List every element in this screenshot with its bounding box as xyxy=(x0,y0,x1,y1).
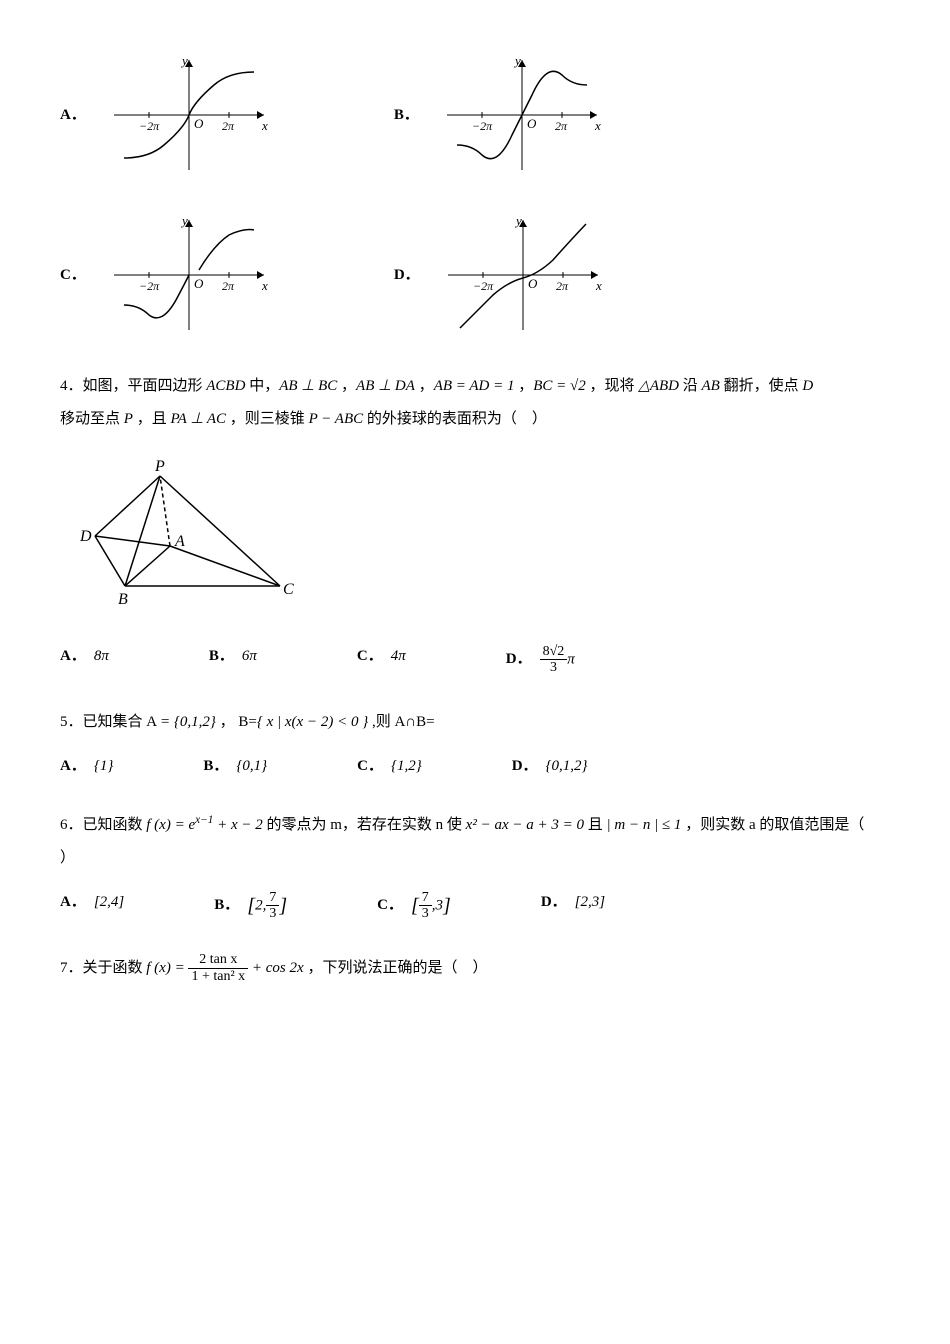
svg-text:y: y xyxy=(513,53,521,68)
graph-option-c: C． −2π 2π O y x xyxy=(60,210,274,340)
origin: O xyxy=(194,116,204,131)
q4-option-c: C．4π xyxy=(357,644,406,676)
graph-a-svg: −2π 2π O y x xyxy=(104,50,274,180)
q6-option-c: C．[73,3] xyxy=(377,890,451,922)
svg-text:2π: 2π xyxy=(556,279,569,293)
q4-option-d: D．8√23π xyxy=(506,644,575,676)
svg-text:−2π: −2π xyxy=(139,279,160,293)
option-label-a: A． xyxy=(60,103,86,127)
q5-option-c: C．{1,2} xyxy=(357,754,422,778)
option-label-b: B． xyxy=(394,103,419,127)
svg-text:O: O xyxy=(528,276,538,291)
svg-text:x: x xyxy=(595,278,602,293)
graph-option-b: B． −2π 2π O y x xyxy=(394,50,607,180)
svg-text:2π: 2π xyxy=(555,119,568,133)
q6-options: A．[2,4] B．[2,73] C．[73,3] D．[2,3] xyxy=(60,890,890,922)
svg-text:O: O xyxy=(527,116,537,131)
graph-b-svg: −2π 2π O y x xyxy=(437,50,607,180)
option-label-c: C． xyxy=(60,263,86,287)
q5-option-d: D．{0,1,2} xyxy=(512,754,588,778)
q4-text: 4．如图，平面四边形 ACBD 中，AB ⊥ BC ，AB ⊥ DA ，AB =… xyxy=(60,370,890,436)
svg-text:−2π: −2π xyxy=(473,279,494,293)
svg-text:y: y xyxy=(514,213,522,228)
y-label: y xyxy=(180,53,188,68)
q4-shape: ACBD xyxy=(206,378,245,394)
graph-options-row-2: C． −2π 2π O y x D． −2π 2π xyxy=(60,210,890,340)
q5-text: 5．已知集合 A = {0,1,2} ， B={ x | x(x − 2) < … xyxy=(60,706,890,739)
svg-text:2π: 2π xyxy=(222,279,235,293)
tick-pos: 2π xyxy=(222,119,235,133)
q6-option-a: A．[2,4] xyxy=(60,890,124,922)
graph-d-svg: −2π 2π O y x xyxy=(438,210,608,340)
svg-text:O: O xyxy=(194,276,204,291)
tick-neg: −2π xyxy=(139,119,160,133)
q5-options: A．{1} B．{0,1} C．{1,2} D．{0,1,2} xyxy=(60,754,890,778)
svg-text:x: x xyxy=(261,278,268,293)
q6-option-b: B．[2,73] xyxy=(214,890,287,922)
graph-option-d: D． −2π 2π O y x xyxy=(394,210,608,340)
q6-option-d: D．[2,3] xyxy=(541,890,605,922)
q4-figure: P D A B C xyxy=(80,456,300,606)
svg-text:B: B xyxy=(118,591,128,606)
svg-text:x: x xyxy=(594,118,601,133)
x-label: x xyxy=(261,118,268,133)
graph-option-a: A． −2π 2π O y x xyxy=(60,50,274,180)
q5-option-a: A．{1} xyxy=(60,754,113,778)
svg-text:C: C xyxy=(283,581,294,598)
graph-c-svg: −2π 2π O y x xyxy=(104,210,274,340)
svg-text:−2π: −2π xyxy=(472,119,493,133)
q4-options: A．8π B．6π C．4π D．8√23π xyxy=(60,644,890,676)
graph-options-row-1: A． −2π 2π O y x B． −2π 2π xyxy=(60,50,890,180)
svg-text:D: D xyxy=(80,528,92,545)
svg-text:P: P xyxy=(154,458,165,475)
q7-text: 7．关于函数 f (x) = 2 tan x1 + tan² x + cos 2… xyxy=(60,952,890,985)
svg-text:A: A xyxy=(174,533,185,550)
q5-option-b: B．{0,1} xyxy=(203,754,267,778)
option-label-d: D． xyxy=(394,263,420,287)
q6-text: 6．已知函数 f (x) = ex−1 + x − 2 的零点为 m，若存在实数… xyxy=(60,808,890,875)
svg-text:y: y xyxy=(180,213,188,228)
q4-prefix: 4．如图，平面四边形 xyxy=(60,378,206,394)
q4-option-b: B．6π xyxy=(209,644,257,676)
q4-option-a: A．8π xyxy=(60,644,109,676)
